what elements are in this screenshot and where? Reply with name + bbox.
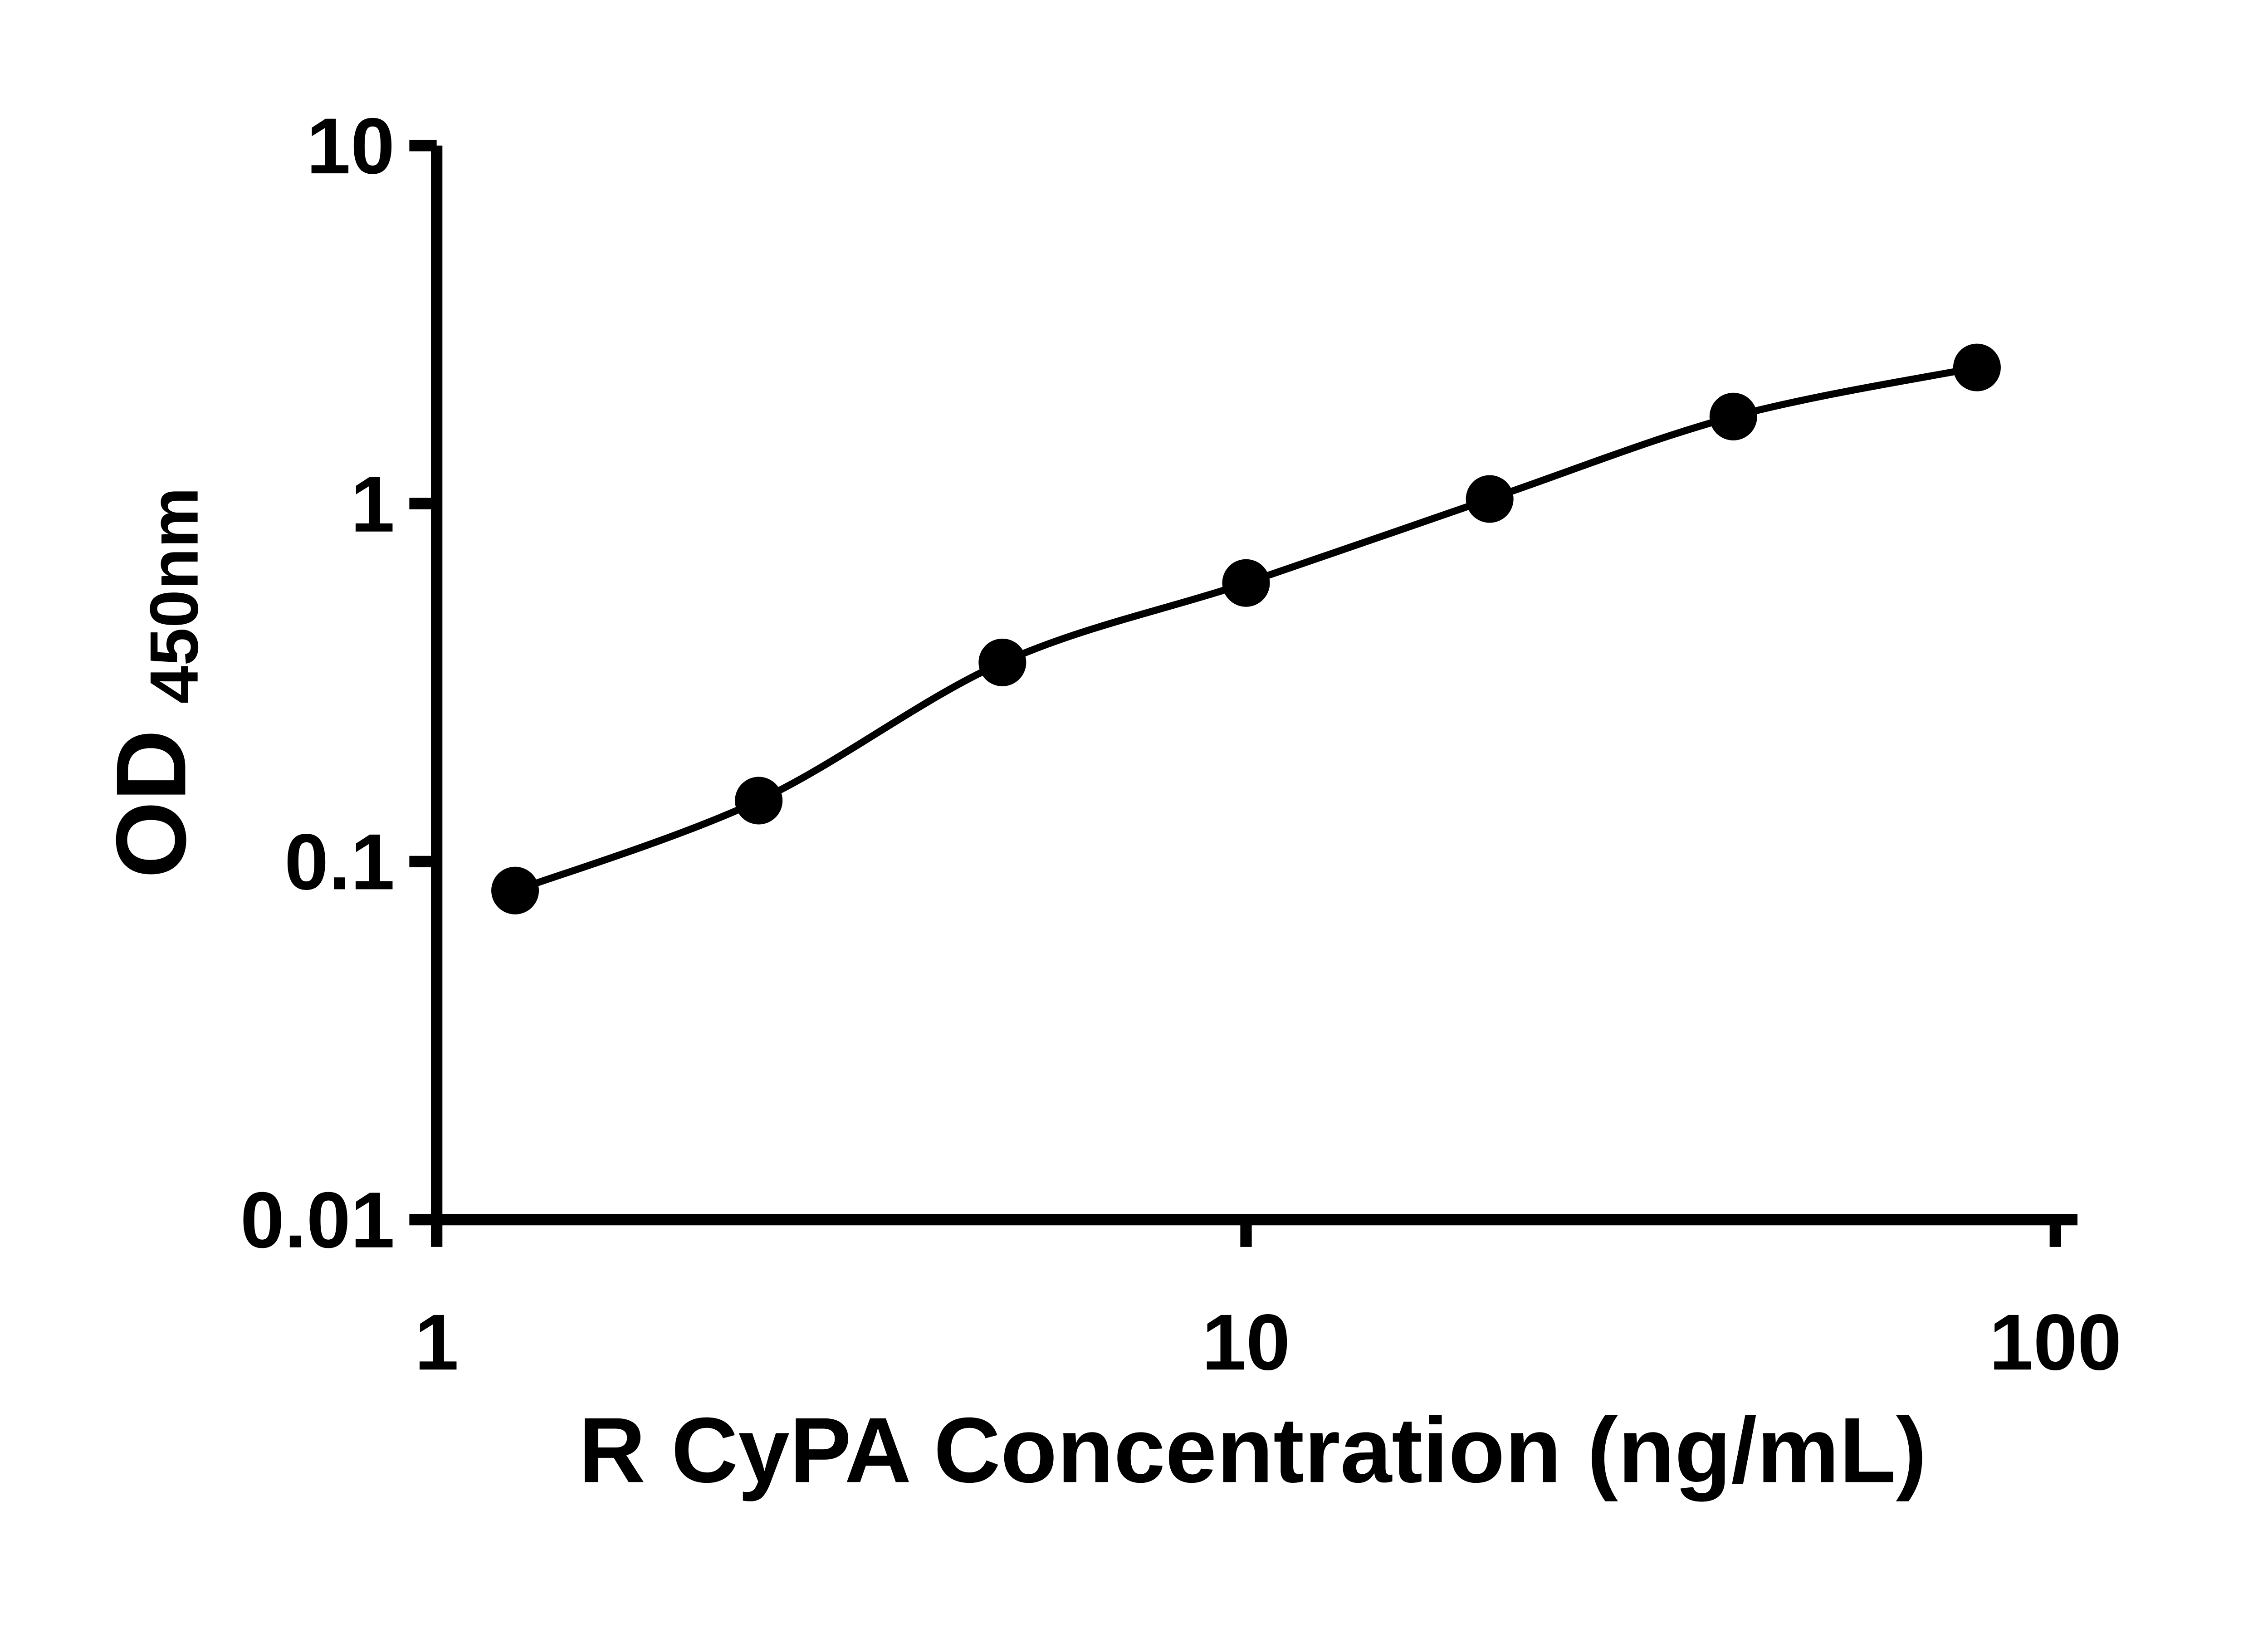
fit-curve <box>513 364 1978 894</box>
y-tick-label-0-01: 0.01 <box>240 1176 395 1265</box>
x-axis-title: R CyPA Concentration (ng/mL) <box>579 1398 1927 1502</box>
data-point <box>1222 559 1270 607</box>
data-point <box>491 866 539 914</box>
y-axis-title-subscript: 450nm <box>136 487 212 704</box>
data-point <box>735 777 783 825</box>
x-tick-label-100: 100 <box>1989 1298 2121 1387</box>
y-tick-label-1: 1 <box>351 460 395 549</box>
y-axis-title: OD 450nm <box>96 487 212 878</box>
data-point <box>978 638 1026 686</box>
elisa-standard-curve-chart: 10 1 0.1 0.01 1 10 100 R CyPA Concentrat… <box>96 102 2122 1502</box>
data-series-layer <box>491 343 2001 914</box>
y-tick-label-10: 10 <box>307 102 395 191</box>
x-tick-label-1: 1 <box>415 1298 459 1387</box>
y-tick-label-0-1: 0.1 <box>284 818 395 906</box>
y-axis-title-main: OD <box>96 729 206 878</box>
x-tick-label-10: 10 <box>1202 1298 1290 1387</box>
tick-labels: 10 1 0.1 0.01 1 10 100 <box>240 102 2122 1387</box>
data-point <box>1709 392 1757 440</box>
chart-canvas: 10 1 0.1 0.01 1 10 100 R CyPA Concentrat… <box>96 102 2122 1502</box>
data-point <box>1466 475 1514 523</box>
data-point <box>1953 343 2001 391</box>
axes-layer <box>409 140 2077 1247</box>
